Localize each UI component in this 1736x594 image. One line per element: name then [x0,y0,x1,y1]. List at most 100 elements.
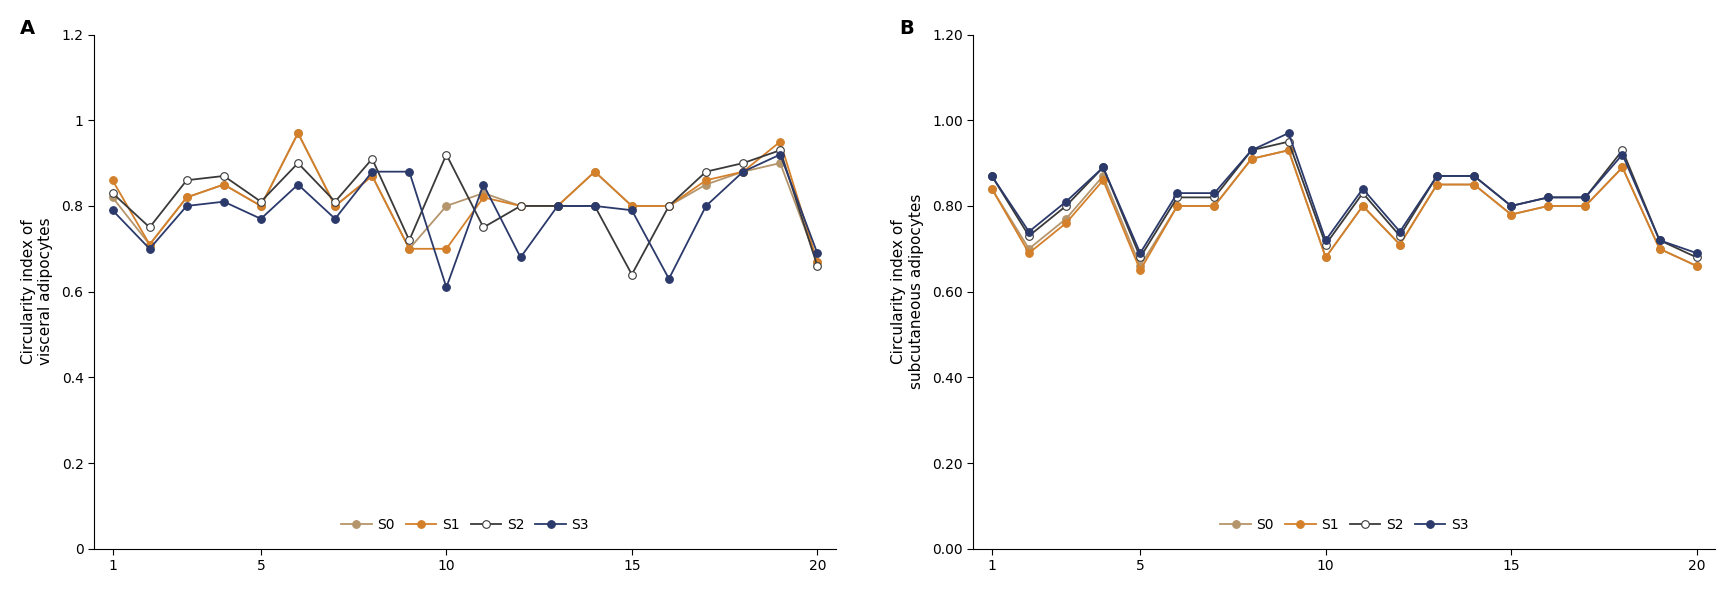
S0 [139,241,160,248]
S1 [547,203,568,210]
S0 [361,172,382,179]
S2 [1130,254,1151,261]
S1 [139,241,160,248]
S2 [399,236,420,244]
S3 [621,207,642,214]
S1 [325,203,345,210]
S3 [399,168,420,175]
S0 [658,203,679,210]
S2 [361,155,382,162]
S0 [1055,215,1076,222]
S1 [1167,203,1187,210]
S2 [325,198,345,206]
S1 [1575,203,1595,210]
S0 [102,194,123,201]
S1 [436,245,457,252]
Line: S1: S1 [988,147,1701,274]
S2 [288,160,309,167]
S1 [472,194,493,201]
S3 [288,181,309,188]
S2 [1389,232,1410,239]
S1 [733,168,753,175]
S2 [1241,147,1262,154]
S0 [1167,203,1187,210]
S0 [1500,211,1521,218]
S1 [1613,164,1634,171]
S2 [1575,194,1595,201]
S2 [1649,236,1670,244]
S3 [547,203,568,210]
Legend: S0, S1, S2, S3: S0, S1, S2, S3 [340,517,589,532]
Line: S0: S0 [109,129,821,266]
S2 [547,203,568,210]
S1 [1241,155,1262,162]
S0 [1686,263,1706,270]
S1 [1205,203,1226,210]
Line: S2: S2 [109,147,821,279]
S3 [250,215,271,222]
S1 [807,258,828,266]
Legend: S0, S1, S2, S3: S0, S1, S2, S3 [1220,517,1469,532]
S1 [1686,263,1706,270]
Line: S1: S1 [109,129,821,266]
S0 [807,258,828,266]
S3 [1130,249,1151,257]
Y-axis label: Circularity index of
subcutaneous adipocytes: Circularity index of subcutaneous adipoc… [891,194,924,389]
S3 [769,151,790,158]
S1 [981,185,1002,192]
S3 [1316,236,1337,244]
S3 [1205,189,1226,197]
S1 [214,181,234,188]
S3 [1278,129,1299,137]
S2 [585,203,606,210]
S2 [139,224,160,231]
S3 [658,275,679,282]
S0 [177,194,198,201]
S3 [1575,194,1595,201]
S3 [102,207,123,214]
S1 [1055,220,1076,227]
Line: S0: S0 [988,147,1701,270]
S1 [1463,181,1484,188]
S1 [1092,176,1113,184]
S0 [1352,203,1373,210]
S2 [1019,232,1040,239]
S2 [1278,138,1299,146]
S1 [361,172,382,179]
S3 [981,172,1002,179]
S2 [658,203,679,210]
S0 [1649,245,1670,252]
S2 [177,176,198,184]
S3 [139,245,160,252]
S3 [1019,228,1040,235]
S0 [1241,155,1262,162]
S3 [1352,185,1373,192]
Y-axis label: Circularity index of
visceral adipocytes: Circularity index of visceral adipocytes [21,218,54,365]
S0 [981,185,1002,192]
S2 [1613,147,1634,154]
S2 [1316,241,1337,248]
S0 [1092,172,1113,179]
S2 [696,168,717,175]
S3 [1686,249,1706,257]
S2 [1352,189,1373,197]
S1 [769,138,790,146]
S1 [1500,211,1521,218]
S0 [436,203,457,210]
S3 [1613,151,1634,158]
S3 [1538,194,1559,201]
S3 [177,203,198,210]
S0 [733,168,753,175]
S0 [547,203,568,210]
S2 [1167,194,1187,201]
S2 [769,147,790,154]
S3 [1389,228,1410,235]
S0 [1130,263,1151,270]
Line: S3: S3 [988,129,1701,257]
S0 [621,203,642,210]
S0 [250,203,271,210]
S3 [436,284,457,291]
S1 [1019,249,1040,257]
S2 [981,172,1002,179]
S3 [1500,203,1521,210]
